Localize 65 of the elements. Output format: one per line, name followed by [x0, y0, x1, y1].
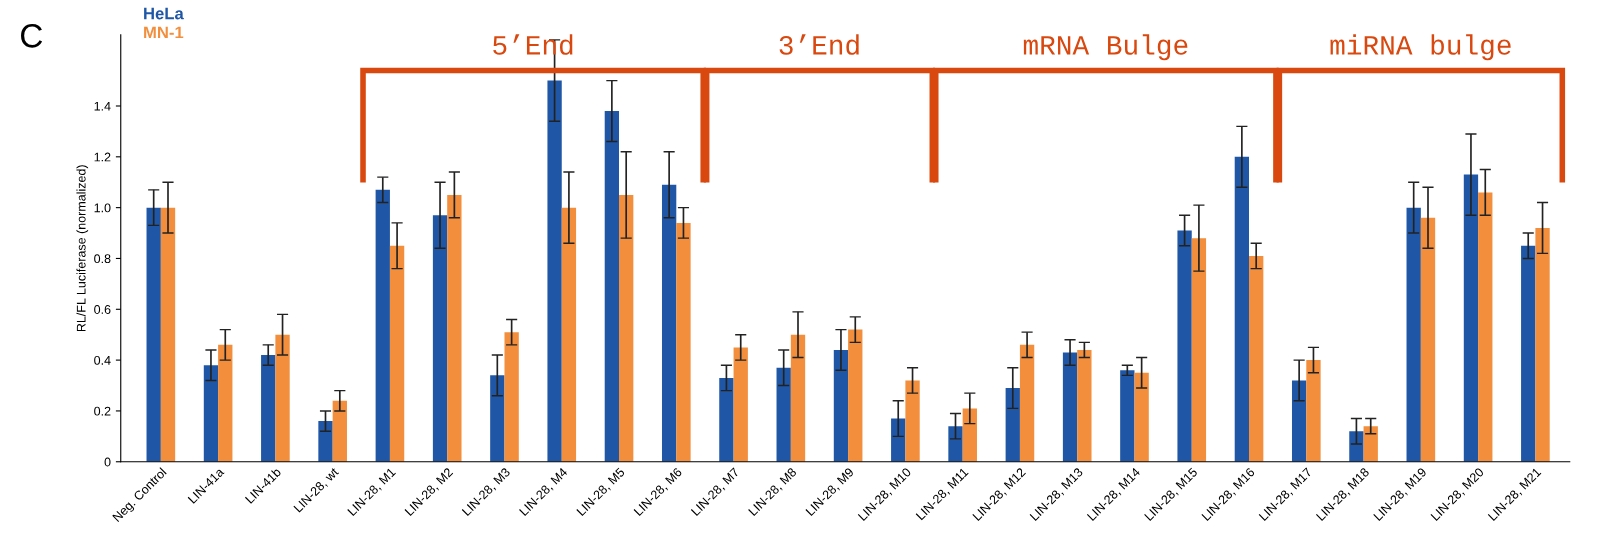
annotation: mRNA Bulge: [1023, 34, 1188, 61]
bar: [547, 80, 562, 462]
bar: [905, 380, 920, 462]
bar: [661, 184, 677, 462]
bar: [719, 377, 734, 462]
bar: [447, 194, 462, 462]
bar: [261, 355, 276, 462]
bar: [1249, 255, 1264, 462]
y-tick-label: 0.4: [94, 355, 111, 365]
bar: [1363, 426, 1378, 462]
bar: [733, 347, 748, 462]
bar: [1177, 230, 1192, 462]
text: C: [21, 24, 43, 48]
bar: [1521, 245, 1536, 462]
y-tick-label: 1.0: [94, 203, 111, 213]
bar: [790, 334, 806, 462]
bar: [504, 332, 519, 462]
text: HeLa: [144, 7, 184, 20]
bar: [833, 349, 849, 462]
bar: [275, 334, 290, 462]
bar: [146, 207, 161, 462]
bar: [1406, 207, 1421, 462]
bar: [218, 344, 233, 462]
bar: [1291, 380, 1307, 462]
bar: [160, 207, 176, 462]
bar: [1306, 360, 1321, 462]
bar: [676, 222, 691, 462]
bar: [561, 207, 577, 462]
bar: [332, 400, 347, 462]
bar: [1134, 372, 1149, 462]
y-tick-label: 0.6: [94, 305, 111, 314]
bar: [1535, 227, 1550, 462]
bar: [848, 329, 863, 462]
bar: [1005, 388, 1020, 462]
bar: [1191, 238, 1207, 462]
y-tick-label: 0.8: [94, 254, 111, 264]
bar: [891, 418, 906, 462]
y-tick-label: 1.2: [94, 152, 111, 162]
bar: [1234, 156, 1250, 462]
y-tick-label: 1.4: [94, 101, 111, 111]
bar: [1120, 370, 1135, 462]
bar: [948, 426, 963, 462]
annotation: miRNA bulge: [1330, 34, 1511, 61]
bar: [604, 111, 620, 462]
annotation: 3’End: [779, 34, 859, 55]
bar: [318, 421, 333, 462]
bar: [619, 194, 634, 462]
y-tick-label: 0: [104, 457, 111, 467]
bar: [1019, 344, 1035, 462]
bar: [1349, 431, 1364, 462]
bar: [1420, 217, 1436, 462]
bar: [203, 365, 219, 462]
bar: [776, 367, 791, 462]
bar: [1062, 352, 1078, 462]
text: MN-1: [144, 26, 184, 39]
y-axis-title: RL/FL Luciferase (normalized): [76, 165, 89, 332]
bar: [1478, 192, 1493, 462]
bar: [1463, 174, 1479, 462]
bar: [432, 215, 448, 462]
bar: [490, 375, 505, 462]
bar: [375, 189, 390, 462]
bar: [389, 245, 405, 462]
bar: [962, 408, 977, 462]
y-tick-label: 0.2: [94, 406, 111, 416]
bar: [1077, 349, 1092, 462]
